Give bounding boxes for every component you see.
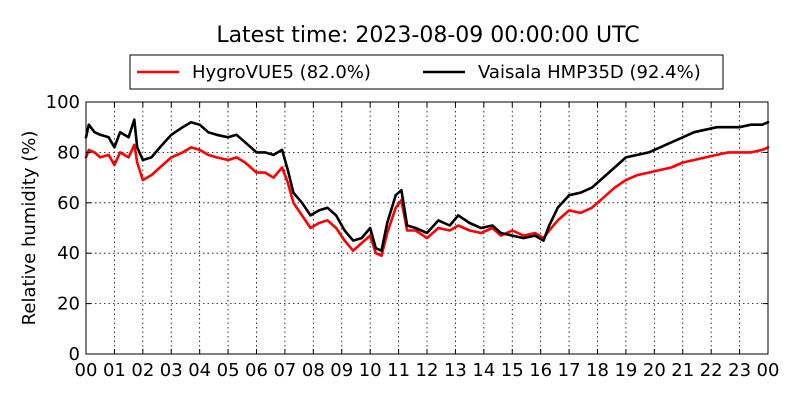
- y-tick-label: 20: [57, 294, 80, 315]
- x-tick-label: 09: [330, 360, 353, 381]
- y-tick-label: 40: [57, 243, 80, 264]
- x-tick-label: 23: [728, 360, 751, 381]
- x-tick-label: 01: [103, 360, 126, 381]
- series-line-vaisala: [84, 118, 770, 252]
- legend-label-vaisala: Vaisala HMP35D (92.4%): [478, 62, 701, 83]
- x-tick-label: 05: [217, 360, 240, 381]
- x-tick-label: 21: [671, 360, 694, 381]
- y-tick-label: 60: [57, 193, 80, 214]
- legend: HygroVUE5 (82.0%) Vaisala HMP35D (92.4%): [129, 54, 724, 90]
- x-tick-label: 18: [586, 360, 609, 381]
- grid: [86, 102, 768, 354]
- x-tick-label: 17: [558, 360, 581, 381]
- x-tick-label: 20: [643, 360, 666, 381]
- series-line-hygrovue5: [84, 143, 770, 257]
- x-tick-label: 03: [160, 360, 183, 381]
- x-tick-label: 15: [501, 360, 524, 381]
- x-tick-label: 14: [472, 360, 495, 381]
- x-tick-label: 22: [700, 360, 723, 381]
- x-tick-label: 00: [75, 360, 98, 381]
- legend-label-hygrovue5: HygroVUE5 (82.0%): [192, 62, 371, 83]
- chart-title: Latest time: 2023-08-09 00:00:00 UTC: [216, 23, 639, 48]
- y-axis-label: Relative humidity (%): [19, 131, 40, 326]
- x-tick-label: 08: [302, 360, 325, 381]
- x-tick-label: 04: [188, 360, 211, 381]
- x-tick-label: 19: [614, 360, 637, 381]
- x-tick-label: 12: [416, 360, 439, 381]
- x-tick-label: 00: [757, 360, 780, 381]
- x-tick-label: 06: [245, 360, 268, 381]
- y-tick-label: 0: [69, 344, 80, 365]
- x-tick-label: 02: [131, 360, 154, 381]
- x-tick-label: 07: [273, 360, 296, 381]
- axis-ticks: 00 01 02 03 04 05 06 07 08 09 10 11 12 13 14 15 16 17 18 19…: [46, 92, 780, 381]
- x-tick-label: 13: [444, 360, 467, 381]
- x-tick-label: 11: [387, 360, 410, 381]
- y-tick-label: 80: [57, 142, 80, 163]
- y-tick-label: 100: [46, 92, 80, 113]
- x-tick-label: 16: [529, 360, 552, 381]
- x-tick-label: 10: [359, 360, 382, 381]
- series-lines: [84, 118, 770, 257]
